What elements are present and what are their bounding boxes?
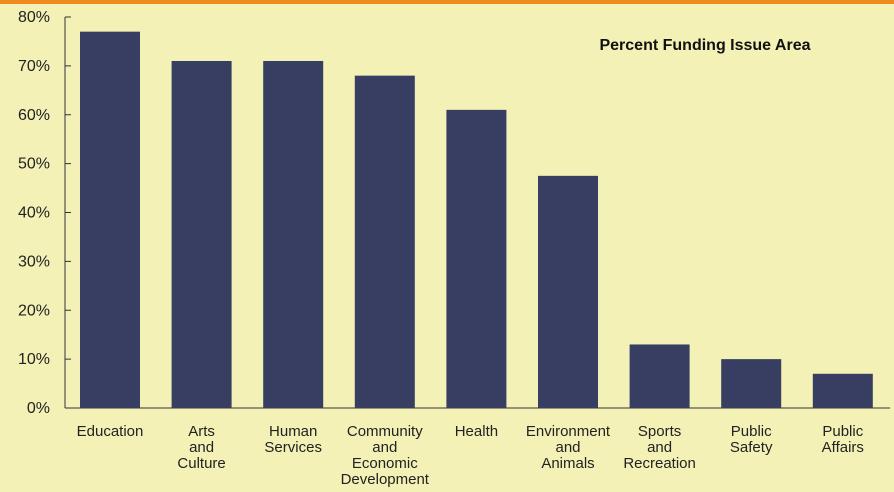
y-tick-label: 50% <box>18 156 50 173</box>
y-tick-label: 0% <box>27 400 50 417</box>
bar <box>630 344 690 408</box>
x-tick-label: Health <box>455 423 498 440</box>
y-tick-label: 80% <box>18 9 50 26</box>
x-tick-label: Public Safety <box>730 423 773 456</box>
y-tick-label: 40% <box>18 205 50 222</box>
x-tick-label: Education <box>77 423 144 440</box>
bars <box>80 32 873 408</box>
bar <box>172 61 232 408</box>
y-tick-label: 60% <box>18 107 50 124</box>
bar <box>446 110 506 408</box>
bar <box>80 32 140 408</box>
bar <box>538 176 598 408</box>
bar <box>355 76 415 408</box>
x-tick-label: Community and Economic Development <box>341 423 430 488</box>
x-tick-label: Public Affairs <box>822 423 864 456</box>
bar <box>721 359 781 408</box>
y-tick-label: 30% <box>18 253 50 270</box>
y-tick-label: 10% <box>18 351 50 368</box>
x-tick-label: Arts and Culture <box>177 423 225 472</box>
bar <box>813 374 873 408</box>
y-tick-label: 20% <box>18 302 50 319</box>
y-tick-labels: 0% 10% 20% 30% 40% 50% 60% 70% 80% <box>18 9 50 417</box>
chart-title: Percent Funding Issue Area <box>599 37 810 54</box>
x-tick-label: Sports and Recreation <box>623 423 696 472</box>
bar <box>263 61 323 408</box>
x-tick-labels: Education Arts and Culture Human Services Comm… <box>77 423 864 488</box>
x-tick-label: Human Services <box>264 423 322 456</box>
y-tick-label: 70% <box>18 58 50 75</box>
x-tick-label: Environment and Animals <box>526 423 611 472</box>
